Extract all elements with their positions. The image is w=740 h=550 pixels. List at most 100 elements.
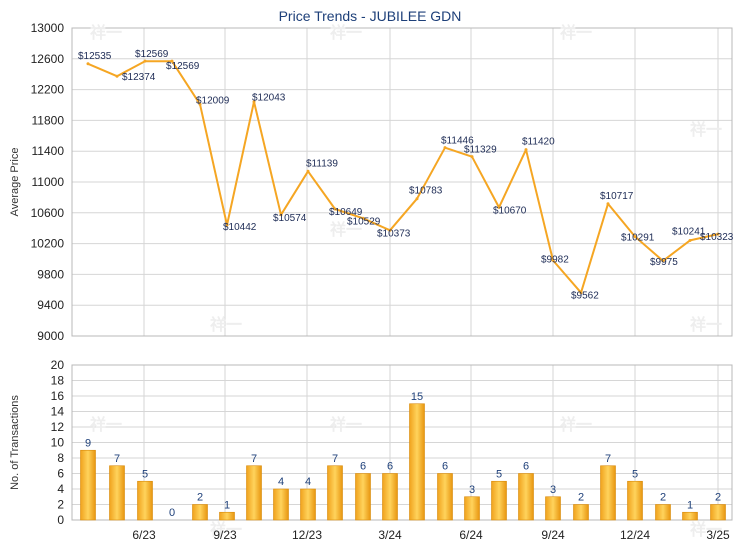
line-plot-frame xyxy=(71,27,733,337)
price-data-label: $10783 xyxy=(409,186,443,197)
transactions-data-label: 3 xyxy=(469,484,475,496)
transactions-data-label: 7 xyxy=(605,453,611,465)
transactions-bar xyxy=(327,465,343,521)
bar-y-tick-label: 6 xyxy=(57,467,64,481)
x-tick-label: 6/24 xyxy=(459,528,483,542)
price-data-label: $11446 xyxy=(441,136,474,147)
bar-y-tick-label: 8 xyxy=(57,451,64,465)
transactions-data-label: 7 xyxy=(332,453,338,465)
price-data-label: $9982 xyxy=(541,254,569,265)
transactions-data-label: 1 xyxy=(224,499,230,511)
price-point xyxy=(606,202,610,206)
price-data-label: $11139 xyxy=(306,158,338,169)
price-point xyxy=(279,213,283,217)
watermark-mark: 祥一 xyxy=(690,315,722,334)
watermark-mark: 祥一 xyxy=(330,415,362,434)
watermark-mark: 祥一 xyxy=(210,520,242,539)
price-point xyxy=(415,197,419,201)
price-data-label: $11329 xyxy=(464,145,497,156)
price-data-label: $9562 xyxy=(571,291,599,302)
line-y-tick-label: 11000 xyxy=(32,175,65,189)
transactions-bar xyxy=(137,480,153,521)
transactions-bar xyxy=(518,473,534,521)
line-y-tick-label: 13000 xyxy=(31,21,65,35)
transactions-data-label: 2 xyxy=(197,492,203,504)
price-data-label: $12043 xyxy=(252,93,286,104)
price-point xyxy=(524,148,528,152)
price-point xyxy=(633,235,637,239)
price-series-line xyxy=(87,60,719,294)
watermark-mark: 祥一 xyxy=(690,120,722,139)
price-point xyxy=(306,169,310,173)
bar-y-tick-label: 16 xyxy=(51,389,65,403)
transactions-data-label: 1 xyxy=(687,499,693,511)
price-point xyxy=(198,102,202,106)
price-point xyxy=(551,258,555,262)
line-y-tick-label: 10600 xyxy=(31,206,65,220)
line-y-tick-label: 9000 xyxy=(37,329,64,343)
transactions-bar xyxy=(219,511,235,521)
price-point xyxy=(443,146,447,150)
price-point xyxy=(333,207,337,211)
price-point xyxy=(143,59,147,63)
price-data-label: $10241 xyxy=(672,226,706,237)
line-y-tick-label: 11800 xyxy=(32,113,65,127)
bar-y-tick-label: 12 xyxy=(51,420,65,434)
watermark-mark: 祥一 xyxy=(210,315,242,334)
transactions-data-label: 3 xyxy=(550,484,556,496)
x-tick-label: 9/24 xyxy=(541,528,565,542)
watermark-mark: 祥一 xyxy=(330,220,362,239)
price-point xyxy=(170,59,174,63)
price-data-label: $10649 xyxy=(329,207,363,218)
transactions-data-label: 6 xyxy=(387,461,393,473)
watermark-mark: 祥一 xyxy=(560,415,592,434)
bar-y-axis-title: No. of Transactions xyxy=(9,395,21,490)
bar-y-tick-label: 4 xyxy=(57,482,64,496)
line-y-tick-label: 9400 xyxy=(37,298,64,312)
line-y-axis-title: Average Price xyxy=(9,148,21,217)
price-point xyxy=(86,62,90,66)
price-data-label: $12535 xyxy=(78,51,112,62)
line-y-tick-label: 12200 xyxy=(31,83,65,97)
price-data-label: $12009 xyxy=(196,95,230,106)
price-point xyxy=(115,74,119,78)
line-y-tick-label: 12600 xyxy=(31,52,65,66)
price-data-label: $10717 xyxy=(600,191,634,202)
transactions-bar xyxy=(382,473,398,521)
x-tick-label: 3/24 xyxy=(378,528,402,542)
watermark-mark: 祥一 xyxy=(90,23,122,42)
transactions-bar xyxy=(300,488,316,521)
price-point xyxy=(661,259,665,263)
x-tick-label: 12/24 xyxy=(620,528,650,542)
transactions-bar xyxy=(109,465,125,521)
watermark-mark: 祥一 xyxy=(330,23,362,42)
bar-y-tick-label: 20 xyxy=(51,358,65,372)
bar-y-tick-label: 18 xyxy=(51,374,65,388)
price-data-label: $10291 xyxy=(621,233,655,244)
price-data-label: $10574 xyxy=(273,213,307,224)
transactions-data-label: 15 xyxy=(411,391,423,403)
transactions-data-label: 5 xyxy=(142,468,148,480)
transactions-bar xyxy=(355,473,371,521)
transactions-data-label: 4 xyxy=(278,476,284,488)
transactions-bar xyxy=(464,496,480,521)
transactions-bar xyxy=(573,504,589,521)
transactions-data-label: 9 xyxy=(85,437,91,449)
transactions-bar xyxy=(710,504,726,521)
transactions-bar xyxy=(491,480,507,521)
transactions-bar xyxy=(600,465,616,521)
line-y-tick-label: 10200 xyxy=(31,237,65,251)
price-data-label: $10442 xyxy=(223,222,257,233)
x-tick-label: 3/25 xyxy=(706,528,730,542)
transactions-bar xyxy=(409,403,425,521)
transactions-data-label: 7 xyxy=(114,453,120,465)
watermark-mark: 祥一 xyxy=(690,520,722,539)
x-tick-label: 9/23 xyxy=(213,528,237,542)
transactions-bar xyxy=(192,504,208,521)
transactions-data-label: 2 xyxy=(578,492,584,504)
transactions-data-label: 5 xyxy=(632,468,638,480)
price-point xyxy=(470,155,474,159)
transactions-bar xyxy=(545,496,561,521)
price-data-label: $12569 xyxy=(135,49,169,60)
